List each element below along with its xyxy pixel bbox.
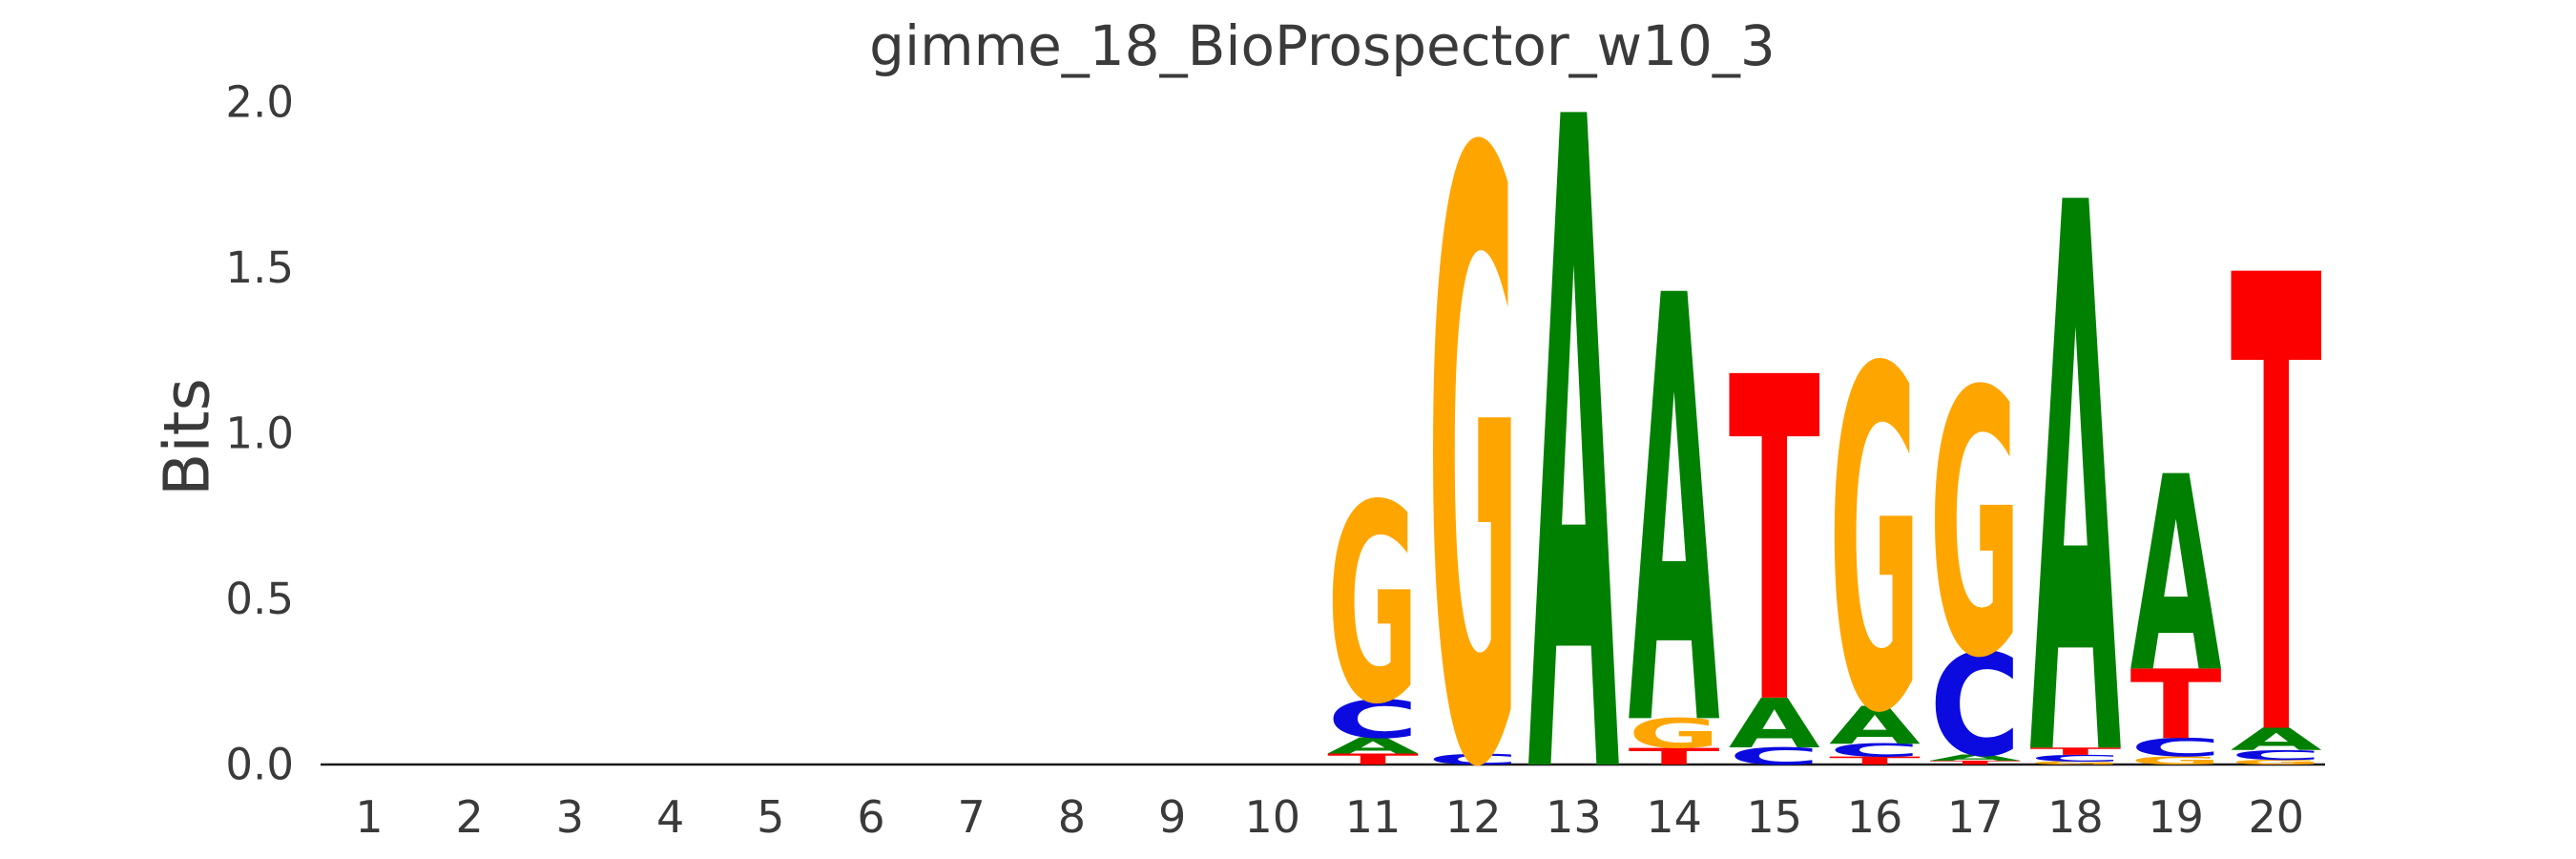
svg-text:T: T xyxy=(2231,146,2323,859)
x-tick-label: 18 xyxy=(2047,791,2104,843)
logo-letter-G: G xyxy=(2231,759,2322,766)
logo-letter-G: G xyxy=(1327,448,1419,765)
logo-letter-C: C xyxy=(1829,740,1921,761)
logo-letter-T: T xyxy=(1629,744,1721,770)
logo-letter-T: T xyxy=(1929,760,2021,766)
svg-text:C: C xyxy=(1929,624,2021,788)
x-tick-label: 10 xyxy=(1245,791,1301,843)
logo-letter-G: G xyxy=(1929,315,2021,738)
svg-text:A: A xyxy=(1829,696,1921,757)
svg-text:G: G xyxy=(1629,711,1720,759)
logo-letter-A: A xyxy=(2130,419,2222,732)
y-tick-label: 2.0 xyxy=(225,77,294,128)
svg-text:T: T xyxy=(1929,760,2021,766)
svg-text:A: A xyxy=(1527,0,1620,859)
svg-text:G: G xyxy=(2130,754,2222,767)
x-tick-label: 14 xyxy=(1646,791,1702,843)
svg-text:C: C xyxy=(2130,733,2222,762)
logo-letter-G: G xyxy=(2029,761,2121,765)
svg-text:T: T xyxy=(2029,745,2122,757)
y-tick-label: 1.0 xyxy=(225,409,294,459)
logo-letter-T: T xyxy=(1327,751,1419,768)
logo-letter-G: G xyxy=(1829,273,1921,817)
x-tick-label: 17 xyxy=(1947,791,2004,843)
x-tick-label: 8 xyxy=(1058,791,1086,843)
logo-letter-T: T xyxy=(1729,284,1821,803)
logo-letter-T: T xyxy=(2130,649,2222,761)
y-tick-label: 0.0 xyxy=(225,740,294,790)
svg-text:T: T xyxy=(1729,284,1821,803)
logo-letter-A: A xyxy=(2029,48,2122,859)
svg-text:C: C xyxy=(1829,740,1921,761)
logo-letter-A: A xyxy=(1629,175,1721,857)
svg-text:G: G xyxy=(2029,761,2121,765)
x-tick-label: 19 xyxy=(2148,791,2204,843)
logo-letter-A: A xyxy=(1729,684,1820,764)
svg-text:G: G xyxy=(1327,448,1419,765)
logo-letter-G: G xyxy=(1629,711,1720,759)
y-axis-label: Bits xyxy=(151,378,224,496)
x-tick-label: 3 xyxy=(556,791,584,843)
logo-letter-C: C xyxy=(1929,624,2021,788)
plot-title: gimme_18_BioProspector_w10_3 xyxy=(869,13,1776,78)
svg-text:A: A xyxy=(1929,753,2021,763)
x-tick-label: 5 xyxy=(757,791,784,843)
svg-text:G: G xyxy=(1829,273,1921,817)
x-tick-label: 1 xyxy=(355,791,383,843)
svg-text:T: T xyxy=(1829,754,1922,766)
svg-text:A: A xyxy=(2130,419,2222,732)
y-tick-label: 0.5 xyxy=(225,574,294,624)
logo-letter-A: A xyxy=(1527,0,1620,859)
logo-letter-C: C xyxy=(1427,751,1519,768)
logo-letter-A: A xyxy=(1929,753,2021,763)
logo-letter-A: A xyxy=(1829,696,1921,757)
logo-letter-C: C xyxy=(2029,753,2121,764)
x-tick-label: 15 xyxy=(1747,791,1803,843)
svg-text:A: A xyxy=(2231,722,2323,758)
x-tick-label: 2 xyxy=(456,791,484,843)
logo-letter-T: T xyxy=(2231,146,2323,859)
logo-letter-G: G xyxy=(1427,0,1519,859)
logo-letter-A: A xyxy=(1327,734,1419,759)
x-tick-label: 11 xyxy=(1345,791,1402,843)
x-tick-label: 9 xyxy=(1158,791,1186,843)
logo-letter-T: T xyxy=(1829,754,1922,766)
svg-text:C: C xyxy=(2231,747,2322,763)
logo-letter-C: C xyxy=(1729,743,1820,770)
svg-text:C: C xyxy=(1729,743,1820,770)
svg-text:C: C xyxy=(1427,751,1519,768)
x-tick-label: 13 xyxy=(1546,791,1602,843)
svg-text:A: A xyxy=(1629,175,1721,857)
logo-letter-C: C xyxy=(2231,747,2322,763)
x-tick-label: 4 xyxy=(656,791,684,843)
svg-text:T: T xyxy=(1629,744,1721,770)
logo-letter-T: T xyxy=(2029,745,2122,757)
svg-text:A: A xyxy=(1729,684,1820,764)
logo-letter-A: A xyxy=(2231,722,2323,758)
x-tick-label: 6 xyxy=(857,791,884,843)
x-tick-label: 7 xyxy=(958,791,986,843)
logo-letter-C: C xyxy=(1327,690,1419,751)
svg-text:G: G xyxy=(1929,315,2021,738)
logo-letter-G: G xyxy=(2130,754,2222,767)
x-tick-label: 16 xyxy=(1847,791,1903,843)
x-axis-tick-labels: 1 2 3 4 5 6 7 8 9 10 11 12 13 14 15 16 17 18 19 20 xyxy=(355,791,2304,843)
svg-text:G: G xyxy=(1427,0,1519,859)
y-tick-label: 1.5 xyxy=(225,242,294,293)
x-tick-label: 12 xyxy=(1445,791,1502,843)
svg-text:T: T xyxy=(2130,649,2222,761)
logo-letter-C: C xyxy=(2130,733,2222,762)
svg-text:T: T xyxy=(1327,751,1419,768)
svg-text:C: C xyxy=(1327,690,1419,751)
svg-text:A: A xyxy=(2029,48,2122,859)
x-tick-label: 20 xyxy=(2249,791,2305,843)
svg-text:C: C xyxy=(2029,753,2121,764)
svg-text:G: G xyxy=(2231,759,2322,766)
svg-text:A: A xyxy=(1327,734,1419,759)
y-axis-tick-labels: 0.0 0.5 1.0 1.5 2.0 xyxy=(225,77,294,790)
